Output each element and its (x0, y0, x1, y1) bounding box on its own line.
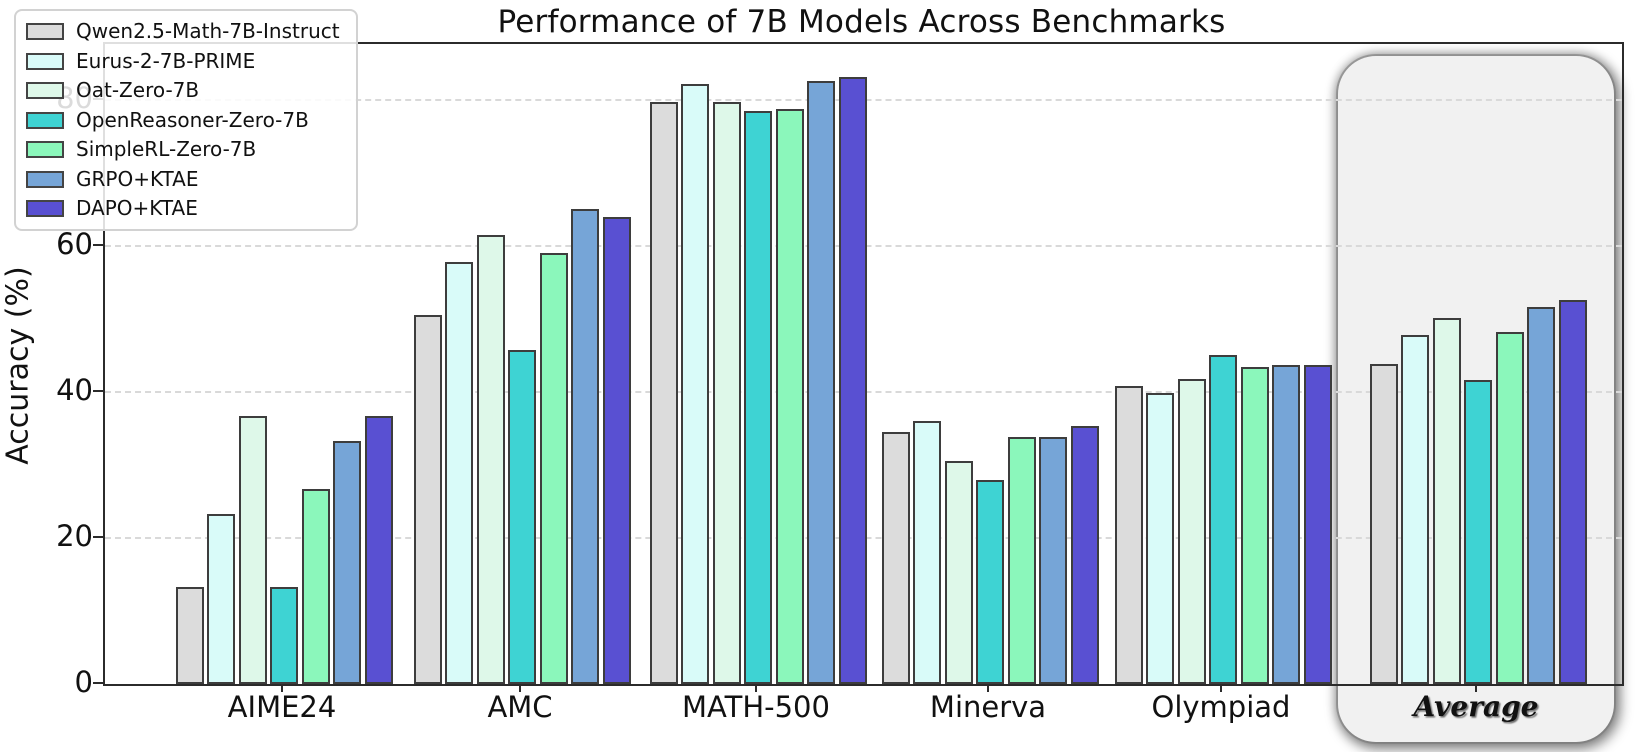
y-tick-mark (93, 244, 103, 247)
bar (301, 489, 330, 684)
bar (413, 315, 442, 684)
bar (1527, 307, 1555, 684)
bar (1240, 367, 1269, 684)
bar (1401, 335, 1429, 684)
bar (1146, 393, 1174, 684)
legend-item: Oat-Zero-7B (26, 79, 340, 102)
bar (1039, 437, 1067, 684)
bar (476, 235, 505, 684)
x-tick-label: AIME24 (227, 690, 337, 724)
bar (775, 109, 804, 684)
bar (207, 514, 235, 684)
legend-label: Oat-Zero-7B (76, 78, 200, 102)
x-tick-mark (755, 684, 757, 692)
legend: Qwen2.5-Math-7B-Instruct Eurus-2-7B-PRIME… (14, 9, 358, 231)
bar (1007, 437, 1036, 684)
legend-label: DAPO+KTAE (76, 196, 198, 220)
bar (1495, 332, 1524, 684)
bar (1303, 365, 1332, 684)
y-tick-mark (93, 390, 103, 393)
x-tick-mark (1475, 684, 1477, 692)
x-tick-label: AMC (487, 690, 553, 724)
y-tick-label: 20 (56, 519, 93, 554)
bar (1177, 379, 1206, 684)
legend-label: GRPO+KTAE (76, 166, 199, 191)
legend-label: Eurus-2-7B-PRIME (76, 48, 256, 73)
bar (238, 416, 267, 684)
bar (1070, 426, 1099, 684)
y-tick-label: 60 (56, 227, 93, 262)
bar (270, 587, 298, 684)
legend-swatch (26, 170, 64, 188)
legend-label: Qwen2.5-Math-7B-Instruct (76, 19, 340, 43)
bar (364, 416, 393, 684)
y-axis-label: Accuracy (%) (0, 266, 36, 465)
legend-item: Qwen2.5-Math-7B-Instruct (26, 20, 340, 43)
chart-title: Performance of 7B Models Across Benchmar… (497, 4, 1226, 40)
bar (649, 102, 678, 684)
bar (1558, 300, 1587, 684)
bar (976, 480, 1004, 684)
x-tick-label: Olympiad (1151, 690, 1291, 724)
bar (712, 102, 741, 684)
bar (1209, 355, 1237, 684)
bar (881, 432, 910, 684)
bar (571, 209, 599, 684)
bar (807, 81, 835, 684)
legend-swatch (26, 23, 64, 40)
legend-swatch (26, 52, 64, 70)
y-tick-mark (93, 536, 103, 539)
legend-label: SimpleRL-Zero-7B (76, 137, 257, 161)
bar (1464, 380, 1492, 684)
bar (602, 217, 631, 684)
legend-swatch (26, 141, 64, 158)
x-tick-mark (519, 684, 521, 692)
bar (445, 262, 473, 684)
x-tick-label: Average (1413, 690, 1539, 723)
bar (944, 461, 973, 684)
bar (539, 253, 568, 684)
bar (175, 587, 204, 684)
bar (681, 84, 709, 684)
bar (913, 421, 941, 684)
bar (508, 350, 536, 684)
legend-swatch (26, 111, 64, 129)
x-tick-mark (1220, 684, 1222, 692)
bar (744, 111, 772, 684)
bar (333, 441, 361, 684)
bar (1432, 318, 1461, 684)
legend-item: GRPO+KTAE (26, 166, 340, 191)
legend-item: SimpleRL-Zero-7B (26, 138, 340, 161)
legend-swatch (26, 82, 64, 99)
plot-area (103, 42, 1624, 686)
legend-swatch (26, 200, 64, 217)
y-tick-label: 0 (74, 665, 93, 699)
legend-item: Eurus-2-7B-PRIME (26, 48, 340, 73)
bar (1114, 386, 1143, 684)
x-tick-label: Minerva (929, 690, 1047, 724)
bar (1369, 364, 1398, 684)
legend-item: OpenReasoner-Zero-7B (26, 107, 340, 132)
x-tick-mark (987, 684, 989, 692)
legend-item: DAPO+KTAE (26, 197, 340, 220)
bar (1272, 365, 1300, 684)
legend-label: OpenReasoner-Zero-7B (76, 107, 309, 132)
y-tick-mark (93, 682, 103, 684)
bar (838, 77, 867, 684)
x-tick-label: MATH-500 (682, 690, 830, 724)
y-tick-label: 40 (56, 373, 93, 408)
x-tick-mark (281, 684, 283, 692)
